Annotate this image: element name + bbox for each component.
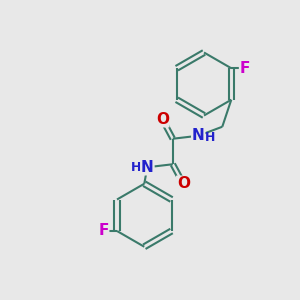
Text: O: O [177, 176, 190, 191]
Text: N: N [192, 128, 205, 143]
Text: N: N [141, 160, 154, 175]
Text: H: H [131, 161, 141, 174]
Text: H: H [205, 131, 215, 144]
Text: F: F [98, 224, 109, 238]
Text: F: F [240, 61, 250, 76]
Text: O: O [156, 112, 169, 127]
